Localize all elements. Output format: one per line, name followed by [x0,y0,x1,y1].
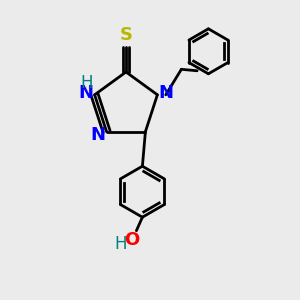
Text: N: N [90,126,105,144]
Text: H: H [115,235,127,253]
Text: S: S [119,26,133,44]
Text: O: O [124,231,140,249]
Text: N: N [79,84,94,102]
Text: H: H [80,74,92,92]
Text: N: N [158,84,173,102]
